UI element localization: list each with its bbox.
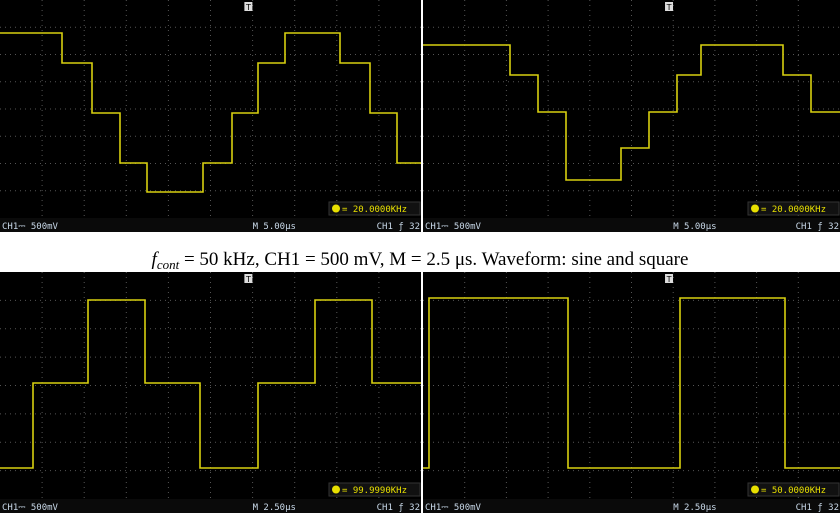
status-bar [423,218,840,232]
trigger-marker: T [245,275,251,284]
status-bar [423,499,840,513]
trigger-label: CH1 ƒ 32 [796,222,839,232]
screen [0,0,421,232]
caption-subscript: cont [157,257,180,272]
status-bar [0,499,421,513]
frequency-label: = 99.9990KHz [342,486,407,496]
channel-label: CH1⎓ 500mV [425,503,482,513]
frequency-label: = 20.0000KHz [761,205,826,215]
frequency-icon [751,205,759,213]
screen [423,0,840,232]
timebase-label: M 2.50μs [673,503,716,513]
trigger-label: CH1 ƒ 32 [377,503,420,513]
scope-panel: T CH1⎓ 500mV M 2.50μs CH1 ƒ 32 = 50.0000KHz [423,272,840,513]
frequency-icon [751,486,759,494]
frequency-icon [332,486,340,494]
frequency-label: = 50.0000KHz [761,486,826,496]
scope-panel: T CH1⎓ 500mV M 5.00μs CH1 ƒ 32 = 20.0000KHz [423,0,840,232]
timebase-label: M 5.00μs [253,222,296,232]
frequency-label: = 20.0000KHz [342,205,407,215]
figure: fcont = 50 kHz, CH1 = 500 mV, M = 2.5 μs… [0,0,840,513]
status-bar [0,218,421,232]
frequency-icon [332,205,340,213]
trigger-marker: T [666,3,672,12]
trigger-marker: T [245,3,251,12]
timebase-label: M 2.50μs [253,503,296,513]
caption: fcont = 50 kHz, CH1 = 500 mV, M = 2.5 μs… [152,249,689,272]
trigger-label: CH1 ƒ 32 [377,222,420,232]
trigger-marker: T [666,275,672,284]
channel-label: CH1⎓ 500mV [2,503,59,513]
channel-label: CH1⎓ 500mV [425,222,482,232]
caption-text: = 50 kHz, CH1 = 500 mV, M = 2.5 μs. Wave… [179,249,688,270]
channel-label: CH1⎓ 500mV [2,222,59,232]
page: fcont = 50 kHz, CH1 = 500 mV, M = 2.5 μs… [0,0,840,513]
trigger-label: CH1 ƒ 32 [796,503,839,513]
timebase-label: M 5.00μs [673,222,716,232]
scope-panel: T CH1⎓ 500mV M 5.00μs CH1 ƒ 32 = 20.0000KHz [0,0,421,232]
scope-panel: T CH1⎓ 500mV M 2.50μs CH1 ƒ 32 = 99.9990KHz [0,272,421,513]
